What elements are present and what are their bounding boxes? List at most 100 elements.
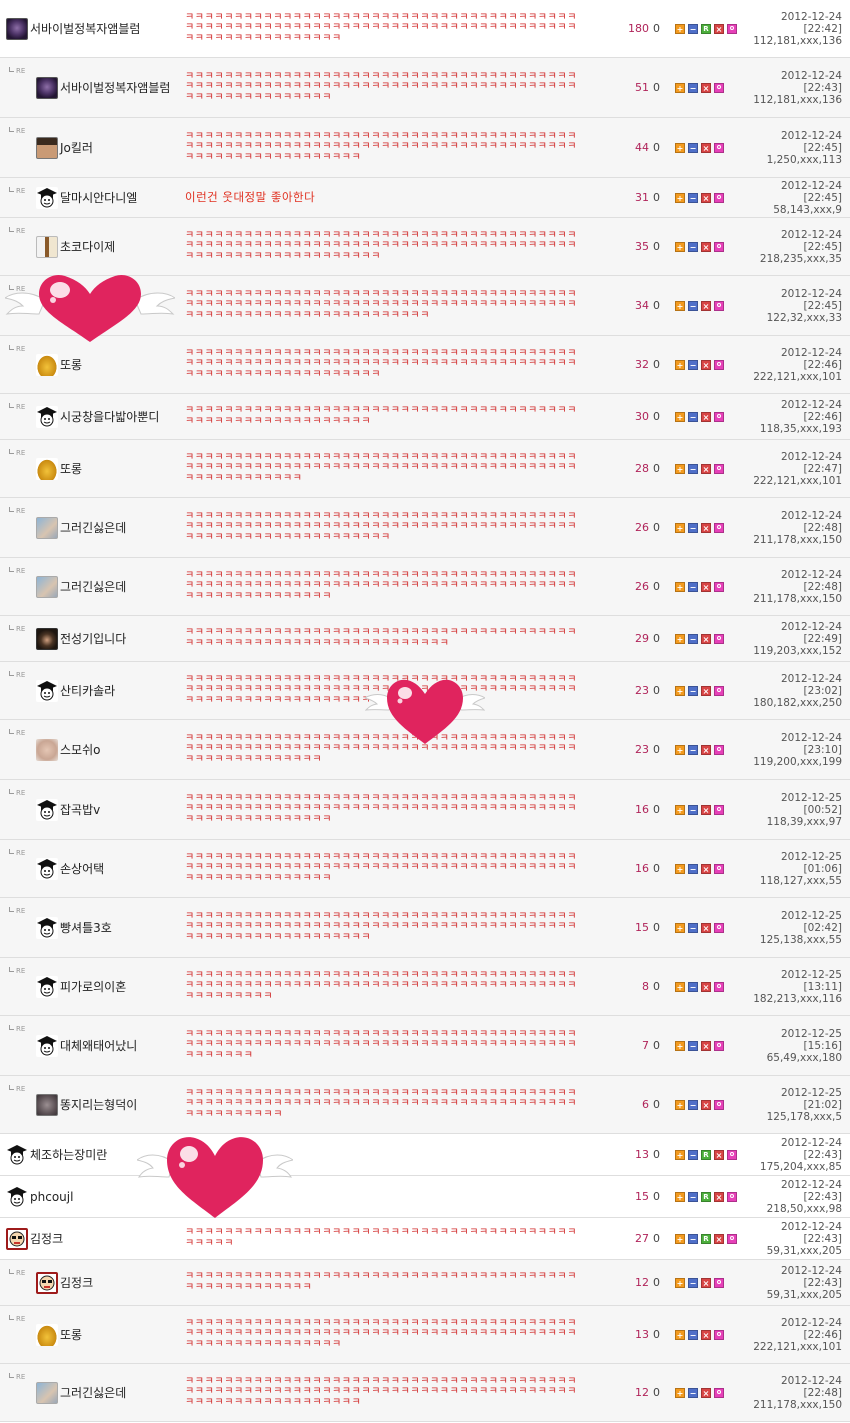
comment-author[interactable]: 초코다이제 [36,218,115,275]
report-button[interactable]: × [701,1329,711,1340]
avatar[interactable] [36,1093,58,1116]
report-button[interactable]: × [714,23,724,34]
nickname[interactable]: 또롱 [60,358,83,372]
upvote-button[interactable]: + [675,922,685,933]
avatar[interactable] [36,76,58,99]
nickname[interactable]: 산티카솔라 [60,684,116,698]
upvote-button[interactable]: + [675,463,685,474]
profile-button[interactable] [714,359,724,370]
nickname[interactable]: 그러긴싫은데 [60,521,127,535]
comment-author[interactable]: 빵셔틀3호 [36,898,112,957]
nickname[interactable]: 스모쉬o [60,743,101,757]
avatar[interactable] [36,1323,58,1346]
downvote-button[interactable]: − [688,463,698,474]
avatar[interactable] [36,575,58,598]
profile-button[interactable] [714,192,724,203]
profile-button[interactable] [714,1329,724,1340]
avatar[interactable] [36,627,58,650]
comment-author[interactable]: 스모쉬o [36,720,100,779]
comment-author[interactable]: 전성기입니다 [36,616,126,661]
nickname[interactable]: 서바이벌정복자앰블럼 [60,81,171,95]
downvote-button[interactable]: − [688,82,698,93]
downvote-button[interactable]: − [688,1191,698,1202]
nickname[interactable]: 서바이벌정복자앰블럼 [30,22,141,36]
comment-author[interactable]: 시궁창을다밟아뿐디 [36,394,159,439]
report-button[interactable]: × [714,1233,724,1244]
downvote-button[interactable]: − [688,1387,698,1398]
report-button[interactable]: × [701,744,711,755]
report-button[interactable]: × [714,1191,724,1202]
nickname[interactable]: phcoujl [30,1189,74,1204]
comment-author[interactable]: 그러긴싫은데 [36,558,126,615]
nickname[interactable]: 그러긴싫은데 [60,1386,127,1400]
profile-button[interactable] [714,463,724,474]
nickname[interactable]: 또롱 [60,462,83,476]
nickname[interactable]: 김정크 [30,1232,64,1246]
avatar[interactable] [6,1185,28,1208]
downvote-button[interactable]: − [688,804,698,815]
report-button[interactable]: × [701,463,711,474]
nickname[interactable]: 잡곡밥v [60,803,101,817]
downvote-button[interactable]: − [688,1329,698,1340]
report-button[interactable]: × [701,1387,711,1398]
report-button[interactable]: × [701,300,711,311]
avatar[interactable] [36,235,58,258]
upvote-button[interactable]: + [675,1149,685,1160]
profile-button[interactable] [714,633,724,644]
downvote-button[interactable]: − [688,744,698,755]
report-button[interactable]: × [701,1277,711,1288]
report-button[interactable]: × [701,411,711,422]
comment-author[interactable]: 김정크 [36,1260,93,1305]
upvote-button[interactable]: + [675,23,685,34]
profile-button[interactable] [714,1387,724,1398]
avatar[interactable] [36,679,58,702]
report-button[interactable]: × [701,804,711,815]
nickname[interactable]: 그러긴싫은데 [60,580,127,594]
downvote-button[interactable]: − [688,359,698,370]
upvote-button[interactable]: + [675,863,685,874]
avatar[interactable] [36,798,58,821]
downvote-button[interactable]: − [688,241,698,252]
avatar[interactable] [36,857,58,880]
downvote-button[interactable]: − [688,192,698,203]
upvote-button[interactable]: + [675,1040,685,1051]
upvote-button[interactable]: + [675,685,685,696]
upvote-button[interactable]: + [675,1099,685,1110]
comment-author[interactable]: 서바이벌정복자앰블럼 [36,58,170,117]
comment-author[interactable]: phcoujl [6,1176,73,1217]
avatar[interactable] [6,17,28,40]
nickname[interactable]: 전성기입니다 [60,632,127,646]
avatar[interactable] [36,457,58,480]
report-button[interactable]: × [701,82,711,93]
upvote-button[interactable]: + [675,142,685,153]
downvote-button[interactable]: − [688,142,698,153]
upvote-button[interactable]: + [675,522,685,533]
downvote-button[interactable]: − [688,981,698,992]
downvote-button[interactable]: − [688,685,698,696]
report-button[interactable]: × [701,863,711,874]
report-button[interactable]: × [701,522,711,533]
comment-author[interactable]: 김정크 [6,1218,63,1259]
comment-author[interactable]: 서바이벌정복자앰블럼 [6,0,140,57]
upvote-button[interactable]: + [675,192,685,203]
report-button[interactable]: × [701,581,711,592]
profile-button[interactable] [727,1233,737,1244]
avatar[interactable] [36,916,58,939]
profile-button[interactable] [714,1040,724,1051]
profile-button[interactable] [714,82,724,93]
avatar[interactable] [36,1271,58,1294]
nickname[interactable]: 시궁창을다밟아뿐디 [60,410,160,424]
nickname[interactable]: 피가로의이혼 [60,980,127,994]
upvote-button[interactable]: + [675,1387,685,1398]
comment-author[interactable]: 피가로의이혼 [36,958,126,1015]
avatar[interactable] [36,136,58,159]
comment-author[interactable]: 잡곡밥v [36,780,100,839]
comment-author[interactable]: 체조하는장미란 [6,1134,107,1175]
upvote-button[interactable]: + [675,241,685,252]
report-button[interactable]: × [701,1040,711,1051]
profile-button[interactable] [714,300,724,311]
profile-button[interactable] [727,1149,737,1160]
upvote-button[interactable]: + [675,804,685,815]
avatar[interactable] [36,186,58,209]
downvote-button[interactable]: − [688,1040,698,1051]
